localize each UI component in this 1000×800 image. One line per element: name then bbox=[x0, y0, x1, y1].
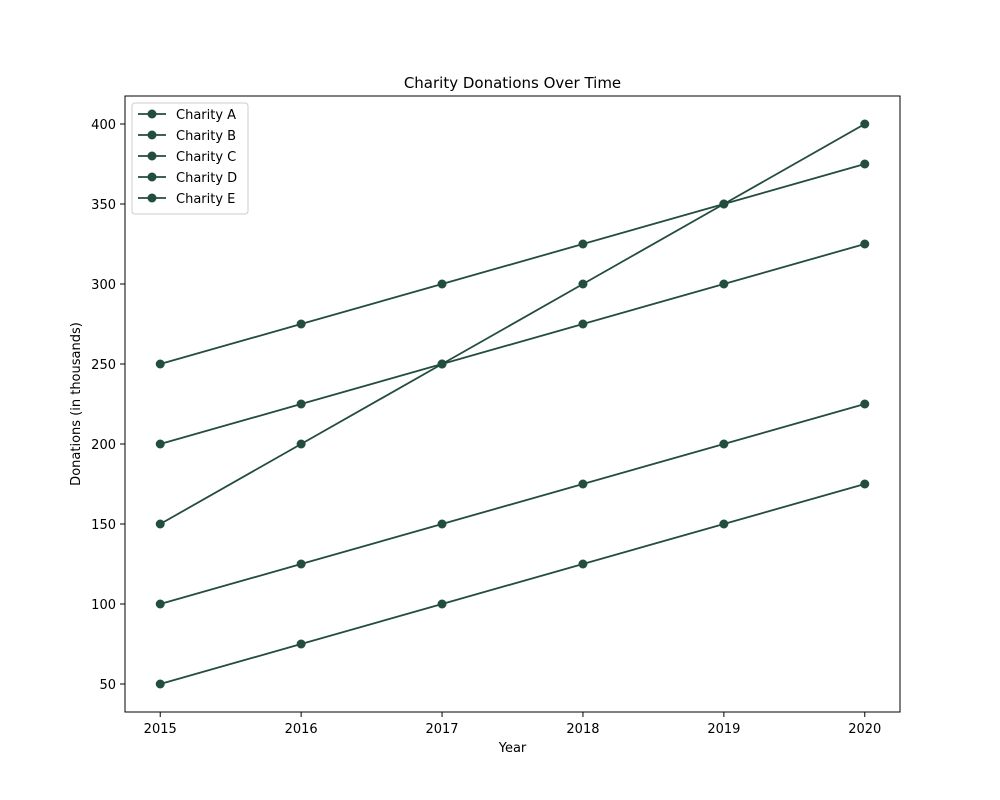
legend-marker bbox=[147, 109, 157, 119]
data-point bbox=[296, 399, 306, 409]
y-tick-label: 250 bbox=[91, 358, 116, 373]
y-tick-label: 100 bbox=[91, 598, 116, 613]
series-line-5 bbox=[159, 483, 866, 685]
legend-label: Charity A bbox=[176, 108, 236, 123]
plot-area bbox=[124, 95, 901, 713]
x-tick-label: 2019 bbox=[707, 722, 740, 737]
data-point bbox=[296, 439, 306, 449]
data-point bbox=[719, 199, 729, 209]
data-point bbox=[437, 519, 447, 529]
data-point bbox=[296, 559, 306, 569]
legend-marker bbox=[147, 172, 157, 182]
series-line-1 bbox=[159, 123, 866, 525]
series-line-4 bbox=[159, 403, 866, 605]
data-point bbox=[155, 439, 165, 449]
y-tick-label: 200 bbox=[91, 438, 116, 453]
data-point bbox=[296, 639, 306, 649]
legend-marker bbox=[147, 151, 157, 161]
data-point bbox=[578, 279, 588, 289]
x-tick-label: 2015 bbox=[144, 722, 177, 737]
data-point bbox=[578, 559, 588, 569]
data-point bbox=[155, 679, 165, 689]
legend-label: Charity C bbox=[176, 150, 236, 165]
data-point bbox=[437, 359, 447, 369]
data-point bbox=[860, 239, 870, 249]
legend-marker bbox=[147, 130, 157, 140]
legend-label: Charity D bbox=[176, 171, 237, 186]
y-tick-label: 50 bbox=[99, 678, 116, 693]
data-point bbox=[719, 519, 729, 529]
y-tick-label: 150 bbox=[91, 518, 116, 533]
legend-label: Charity B bbox=[176, 129, 236, 144]
data-point bbox=[719, 279, 729, 289]
data-point bbox=[578, 239, 588, 249]
x-axis: 2015 2016 2017 2018 2019 2020 bbox=[144, 712, 881, 737]
legend-label: Charity E bbox=[176, 192, 235, 207]
series-line-2 bbox=[159, 243, 866, 445]
x-tick-label: 2020 bbox=[848, 722, 881, 737]
data-point bbox=[860, 399, 870, 409]
y-tick-label: 300 bbox=[91, 278, 116, 293]
data-point bbox=[860, 479, 870, 489]
data-point bbox=[437, 599, 447, 609]
data-point bbox=[719, 439, 729, 449]
data-point bbox=[578, 319, 588, 329]
series-line-3 bbox=[159, 163, 866, 365]
data-point bbox=[860, 159, 870, 169]
data-point bbox=[296, 319, 306, 329]
data-point bbox=[155, 519, 165, 529]
y-tick-label: 400 bbox=[91, 118, 116, 133]
x-tick-label: 2018 bbox=[566, 722, 599, 737]
data-point bbox=[437, 279, 447, 289]
data-point bbox=[155, 359, 165, 369]
y-axis-label: Donations (in thousands) bbox=[69, 322, 84, 486]
legend: Charity A Charity B Charity C Charity D Char… bbox=[131, 102, 249, 215]
x-axis-label: Year bbox=[498, 741, 527, 756]
data-point bbox=[578, 479, 588, 489]
x-tick-label: 2017 bbox=[425, 722, 458, 737]
series-layer bbox=[155, 119, 870, 689]
data-point bbox=[860, 119, 870, 129]
legend-box bbox=[131, 102, 249, 215]
y-tick-label: 350 bbox=[91, 198, 116, 213]
y-axis: 50 100 150 200 250 300 350 400 bbox=[91, 118, 125, 693]
chart-title: Charity Donations Over Time bbox=[404, 74, 621, 92]
data-point bbox=[155, 599, 165, 609]
legend-marker bbox=[147, 193, 157, 203]
x-tick-label: 2016 bbox=[285, 722, 318, 737]
